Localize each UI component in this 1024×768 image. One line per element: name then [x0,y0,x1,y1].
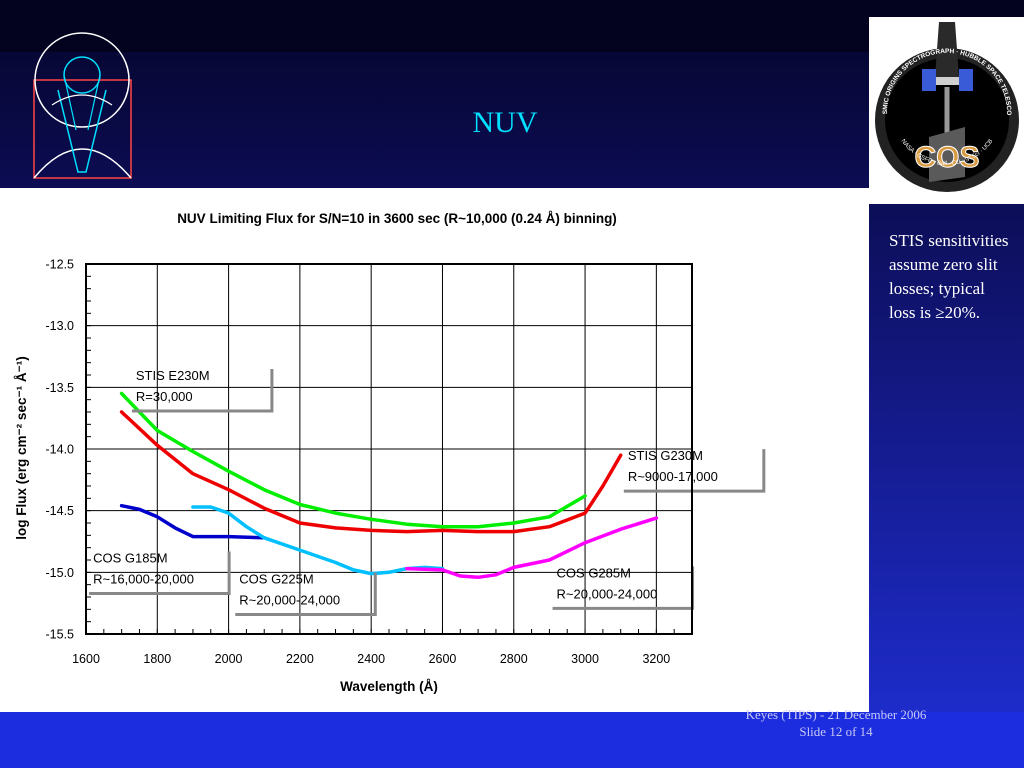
limiting-flux-chart: NUV Limiting Flux for S/N=10 in 3600 sec… [14,211,766,694]
x-tick-label: 3200 [642,652,670,666]
series-labels: STIS E230M R=30,000 STIS G230M R~9000-17,00… [89,368,766,616]
series-label-callout [131,369,274,413]
y-tick-label: -13.0 [46,319,75,333]
series-label-stis-g230m: R~9000-17,000 [628,469,718,484]
x-tick-label: 2400 [357,652,385,666]
series-line-cos-g185m [119,503,266,540]
slide-footer: Keyes (TIPS) - 21 December 2006 Slide 12… [700,706,972,740]
cos-badge-wordmark: COS [914,141,979,174]
axis-ticks: 1600 1800 2000 2200 2400 2600 2800 3000 3200 -12.… [46,258,693,666]
x-tick-label: 2200 [286,652,314,666]
footer-author-date: Keyes (TIPS) - 21 December 2006 [745,707,927,722]
plot-frame [85,263,693,635]
footer-slide-number: Slide 12 of 14 [799,724,873,739]
series-label-cos-g185m: COS G185M [93,551,167,566]
series-line-cos-g285m [405,516,659,580]
series-label-callout [89,551,231,596]
series-label-cos-g285m: R~20,000-24,000 [557,586,658,601]
y-tick-label: -13.5 [46,381,75,395]
series-line-stis-g230m [119,410,623,534]
x-axis-label: Wavelength (Å) [340,679,438,694]
stsci-logo [30,30,140,190]
chart-title: NUV Limiting Flux for S/N=10 in 3600 sec… [177,211,617,226]
footer-bar [0,712,1024,768]
series-label-callout [623,449,766,493]
series-label-cos-g225m: R~20,000-24,000 [239,593,340,608]
y-tick-label: -15.5 [46,628,75,642]
series-label-callout [235,572,377,616]
x-tick-label: 1600 [72,652,100,666]
cos-mission-logo: COS COSMIC ORIGINS SPECTROGRAPH · HUBBLE… [866,12,1024,204]
series-label-stis-g230m: STIS G230M [628,448,703,463]
chart-panel: NUV Limiting Flux for S/N=10 in 3600 sec… [0,188,869,712]
series-line-stis-e230m [119,391,587,529]
header-band [0,0,1024,52]
slide-title: NUV [472,106,538,139]
x-tick-label: 2000 [215,652,243,666]
series-label-cos-g225m: COS G225M [239,572,313,587]
x-tick-label: 1800 [143,652,171,666]
y-tick-label: -14.5 [46,504,75,518]
y-axis-label: log Flux (erg cm⁻² sec⁻¹ Å⁻¹) [14,356,29,539]
x-tick-label: 2800 [500,652,528,666]
series-label-stis-e230m: R=30,000 [136,389,193,404]
stis-sensitivity-note: STIS sensitivities assume zero slit loss… [889,231,1009,322]
series-label-stis-e230m: STIS E230M [136,368,210,383]
y-tick-label: -12.5 [46,258,75,272]
series-lines [119,391,659,580]
series-label-cos-g185m: R~16,000-20,000 [93,572,194,587]
y-tick-label: -15.0 [46,566,75,580]
x-tick-label: 3000 [571,652,599,666]
y-tick-label: -14.0 [46,443,75,457]
x-tick-label: 2600 [429,652,457,666]
series-label-cos-g285m: COS G285M [557,565,631,580]
